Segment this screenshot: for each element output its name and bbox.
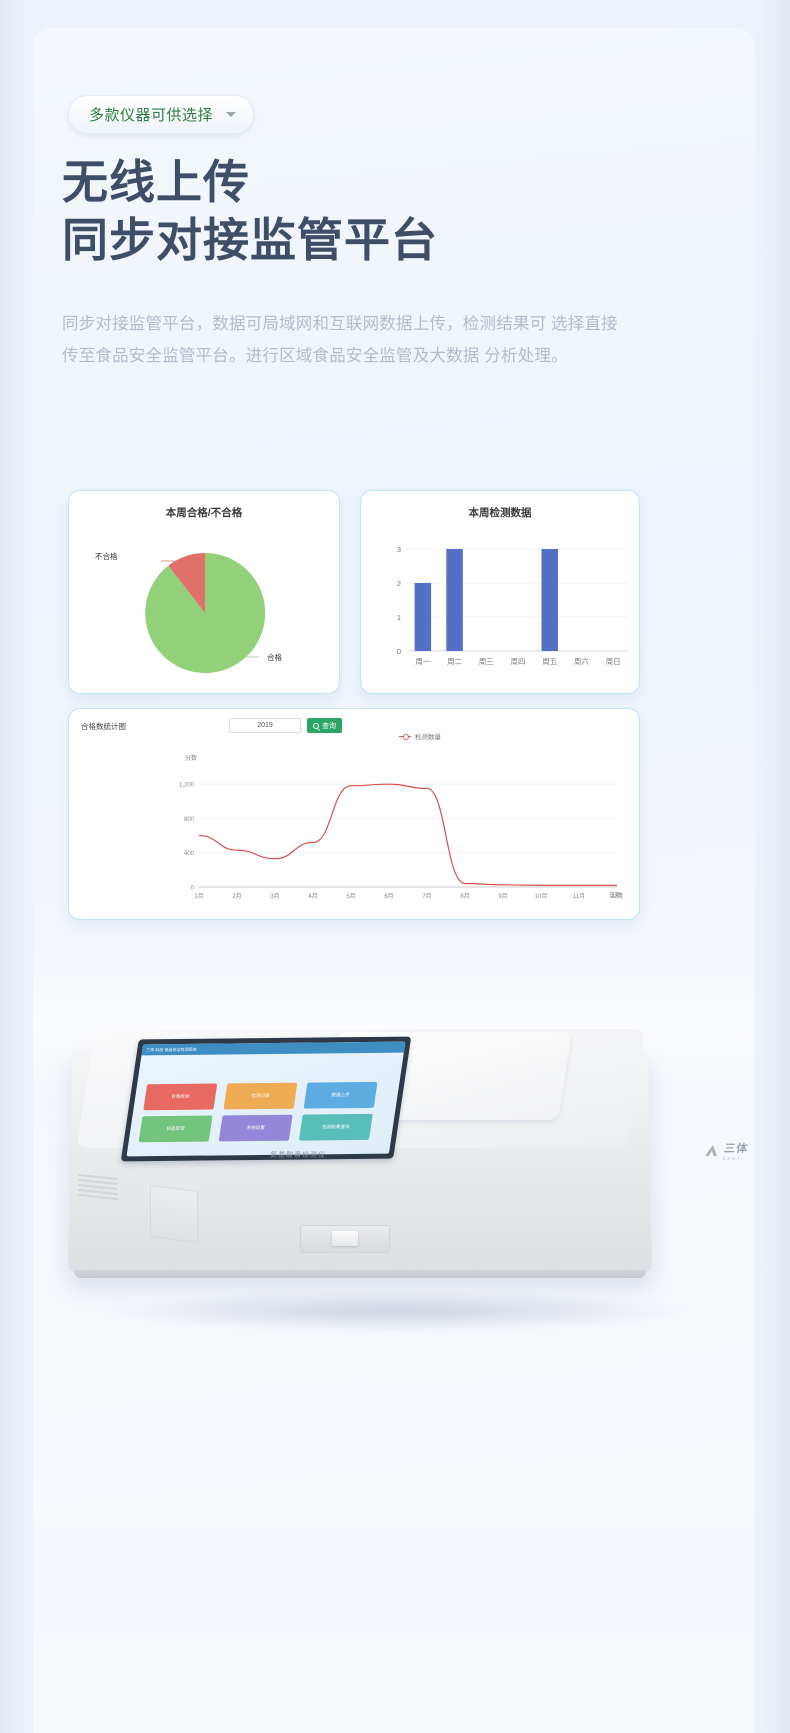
bar-chart-svg: 0 1 2 3 周一 周二 周三 周四 周五 周六 周日 (397, 545, 629, 666)
line-x-tick: 6月 (384, 893, 393, 900)
brand-logo-icon (705, 1144, 718, 1156)
line-x-tick: 10月 (535, 893, 548, 900)
left-gradient-band (0, 0, 33, 1733)
screen-tile[interactable]: 样品管理 (138, 1115, 213, 1143)
line-y-tick: 400 (184, 851, 195, 857)
device-screen-content: 三体 科技 食品安全检测系统 农残检测 检测记录 数据上传样品管理 系统设置 检测结果查… (126, 1041, 406, 1157)
device-shadow (95, 1290, 695, 1332)
bar-y-tick: 2 (397, 579, 401, 588)
screen-tile[interactable]: 系统设置 (218, 1114, 293, 1142)
line-x-tick: 9月 (498, 893, 507, 900)
device-sample-drawer[interactable] (300, 1225, 390, 1253)
line-y-tick: 800 (184, 817, 195, 823)
instrument-selector-pill[interactable]: 多款仪器可供选择 (68, 95, 255, 134)
pie-label-fail: 不合格 (95, 552, 118, 561)
bar-chart-title: 本周检测数据 (468, 507, 532, 519)
legend-marker-icon (399, 733, 411, 740)
page-title: 无线上传 同步对接监管平台 (62, 156, 438, 266)
legend-label: 检测数量 (415, 734, 441, 741)
pie-callout-line-pass (238, 648, 259, 658)
line-y-axis-name: 分数 (185, 756, 198, 762)
line-chart-title: 合格数统计图 (81, 722, 126, 731)
screen-tile[interactable]: 农残检测 (143, 1083, 218, 1111)
pie-chart-card: 本周合格/不合格 不合格 合格 (68, 490, 340, 694)
screen-topbar-title: 三体 科技 食品安全检测系统 (145, 1046, 198, 1052)
query-button[interactable]: 查询 (307, 718, 342, 733)
bar-y-tick: 1 (397, 613, 401, 622)
screen-topbar: 三体 科技 食品安全检测系统 (141, 1041, 406, 1056)
line-y-tick: 1,200 (179, 783, 195, 789)
bar-x-tick: 周五 (542, 657, 557, 666)
bar-column (446, 549, 463, 651)
pie-callout-line-fail (161, 560, 186, 571)
bar-y-tick: 0 (397, 647, 401, 656)
line-x-tick: 1月 (194, 893, 203, 900)
bar-y-tick: 3 (397, 545, 401, 554)
hero-paragraph: 同步对接监管平台，数据可局域网和互联网数据上传，检测结果可 选择直接传至食品安全… (62, 315, 618, 365)
device-model-label: 氨基酸素检测仪 (269, 1152, 327, 1159)
line-x-tick: 5月 (346, 893, 355, 900)
line-x-tick: 8月 (460, 893, 469, 900)
screen-tile[interactable]: 数据上传 (303, 1081, 378, 1109)
year-input[interactable]: 2019 (229, 718, 301, 733)
pie-slice-fail (168, 553, 205, 613)
line-x-tick: 12月 (611, 893, 624, 900)
line-x-axis-name: 日期 (609, 893, 622, 899)
right-gradient-band (755, 0, 790, 1733)
line-x-tick: 3月 (270, 893, 279, 900)
pie-label-pass: 合格 (267, 653, 282, 662)
line-x-tick: 7月 (422, 893, 431, 900)
bar-x-tick: 周三 (479, 657, 494, 666)
device-brand-name: 三体 (723, 1143, 750, 1155)
bar-chart-card: 本周检测数据 0 1 2 3 周一 周二 周三 周四 周五 周六 周日 (360, 490, 640, 694)
bar-x-tick: 周一 (415, 657, 430, 666)
screen-tile[interactable]: 检测结果查询 (298, 1113, 373, 1141)
page-title-line2: 同步对接监管平台 (62, 213, 438, 267)
device-base (74, 1270, 646, 1278)
pill-label: 多款仪器可供选择 (89, 107, 214, 124)
bar-x-tick: 周二 (447, 657, 462, 666)
search-icon (313, 722, 319, 729)
pie-slice-pass (145, 552, 266, 673)
device-vent (78, 1173, 118, 1204)
line-x-tick: 11月 (573, 893, 585, 900)
device-brand: 三体 SANTI (702, 1140, 749, 1161)
device-door[interactable] (150, 1185, 198, 1243)
pie-chart-title: 本周合格/不合格 (165, 507, 243, 519)
device-screen[interactable]: 三体 科技 食品安全检测系统 农残检测 检测记录 数据上传样品管理 系统设置 检测结果查… (120, 1036, 412, 1162)
device-brand-sub: SANTI (722, 1156, 745, 1161)
line-chart-card: 合格数统计图 2019 查询 检测数量 0 400 800 1,200 1月 2月 3月 4月… (68, 708, 640, 920)
line-x-tick: 2月 (232, 893, 241, 900)
bar-x-tick: 周四 (511, 657, 526, 666)
chevron-down-icon[interactable] (226, 112, 237, 117)
bar-x-tick: 周六 (574, 656, 589, 666)
screen-tile[interactable]: 检测记录 (223, 1082, 298, 1110)
bar-x-tick: 周日 (606, 657, 621, 666)
line-chart-legend[interactable]: 检测数量 (399, 731, 441, 741)
line-chart-svg: 0 400 800 1,200 1月 2月 3月 4月 5月 6月 7月 8月 9月 10月 11月 12月 (179, 783, 624, 900)
device-photo: 三体 科技 食品安全检测系统 农残检测 检测记录 数据上传样品管理 系统设置 检测结果查… (0, 990, 790, 1410)
pie-chart-svg (145, 552, 266, 673)
line-x-tick: 4月 (308, 893, 317, 900)
line-series-path (198, 783, 617, 886)
bar-column (541, 549, 558, 651)
line-y-tick: 0 (191, 886, 195, 892)
query-button-label: 查询 (322, 722, 336, 730)
line-chart-header: 合格数统计图 2019 查询 (79, 718, 629, 738)
page-title-line1: 无线上传 (62, 155, 250, 209)
bar-column (414, 583, 432, 651)
